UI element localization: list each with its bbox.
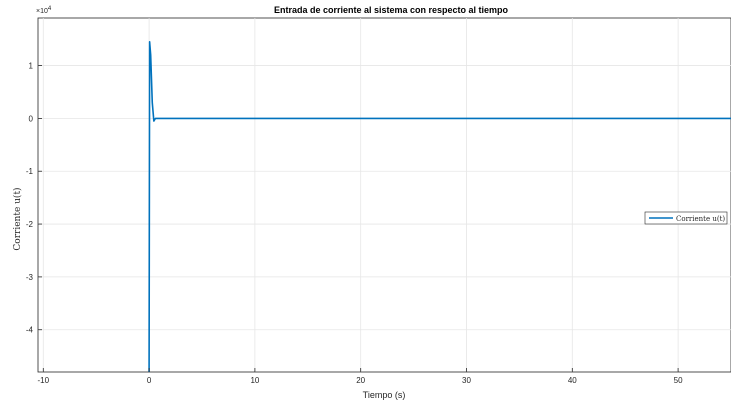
x-tick-label: 0 bbox=[147, 376, 152, 385]
y-axis: -4 -3 -2 -1 0 1 bbox=[26, 62, 42, 335]
x-axis-label: Tiempo (s) bbox=[363, 390, 406, 400]
x-axis: -10 0 10 20 30 40 50 bbox=[38, 368, 683, 385]
y-tick-label: -4 bbox=[26, 326, 34, 335]
y-tick-label: -1 bbox=[26, 167, 34, 176]
legend: Corriente u(t) bbox=[644, 211, 728, 225]
y-tick-label: 1 bbox=[29, 62, 34, 71]
x-tick-label: 10 bbox=[250, 376, 259, 385]
x-tick-label: 50 bbox=[674, 376, 683, 385]
y-tick-label: 0 bbox=[29, 114, 34, 123]
y-axis-label: Corriente u(t) bbox=[12, 187, 23, 250]
legend-box bbox=[644, 211, 728, 225]
plot-area bbox=[37, 17, 731, 373]
y-tick-label: -3 bbox=[26, 273, 34, 282]
x-tick-label: 30 bbox=[462, 376, 471, 385]
y-tick-label: -2 bbox=[26, 220, 34, 229]
x-tick-label: 20 bbox=[356, 376, 365, 385]
chart-title: Entrada de corriente al sistema con resp… bbox=[274, 5, 509, 15]
legend-label: Corriente u(t) bbox=[676, 215, 725, 223]
y-multiplier: ×104 bbox=[36, 6, 52, 15]
x-tick-label: 40 bbox=[568, 376, 577, 385]
series-layer bbox=[148, 40, 731, 373]
x-tick-label: -10 bbox=[38, 376, 50, 385]
series-line bbox=[148, 40, 731, 373]
